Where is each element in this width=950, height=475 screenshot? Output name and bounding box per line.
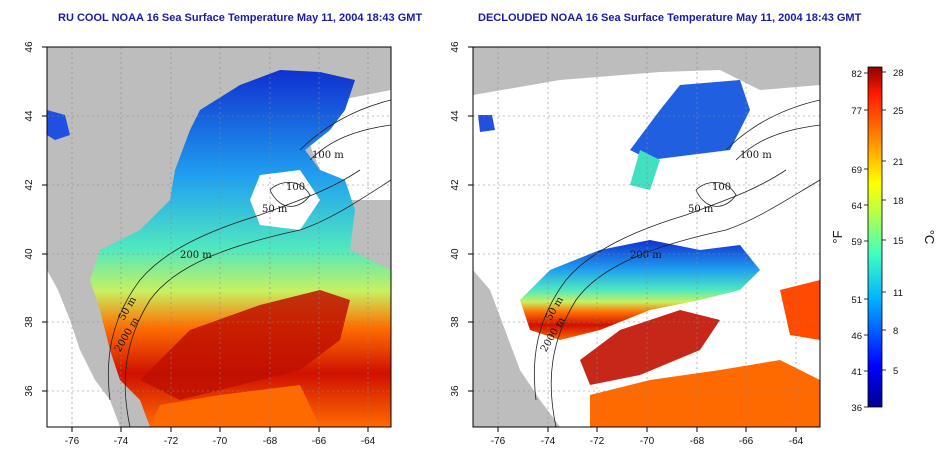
left-map-contour-label-4: 200 m [180,250,212,261]
right-lon-tick: -74 [541,436,556,447]
right-map-title: DECLOUDED NOAA 16 Sea Surface Temperatur… [478,12,862,24]
right-lat-tick: 44 [450,110,461,122]
colorbar-c-tick: 18 [893,196,904,207]
right-map-sst-field [520,240,760,340]
left-lat-tick: 38 [24,316,35,328]
right-map-contour-label-4: 200 m [630,250,662,261]
colorbar [867,66,883,408]
left-lon-tick: -74 [114,436,129,447]
colorbar-f-tick: 59 [851,237,862,248]
left-map-title: RU COOL NOAA 16 Sea Surface Temperature … [58,12,423,24]
left-map-east-patch [47,110,70,140]
right-lat-tick: 38 [450,316,461,328]
left-lon-tick: -66 [312,436,327,447]
colorbar-f-tick: 82 [851,69,862,80]
colorbar-c-tick: 15 [893,236,904,247]
colorbar-f-tick: 77 [851,106,862,117]
left-lon-tick: -68 [263,436,278,447]
right-map-north-green [630,150,660,190]
colorbar-c-tick: 25 [893,106,904,117]
right-lon-tick: -70 [640,436,655,447]
left-map-contour-label-3: 50 m [262,204,288,215]
colorbar-c-tick: 8 [893,326,898,337]
colorbar-f-tick: 41 [851,367,862,378]
left-lat-tick: 42 [24,179,35,191]
colorbar-c-tick: 28 [893,68,904,79]
left-lat-tick: 40 [24,248,35,260]
colorbar-unit-fahrenheit: °F [830,230,845,243]
colorbar-c-tick: 11 [893,288,903,299]
right-lon-tick: -68 [690,436,705,447]
right-map-gulf-stream [580,310,720,385]
right-lon-tick: -72 [590,436,605,447]
left-map-frame [46,46,392,428]
right-map-contour-label-1: 100 m [740,150,772,161]
right-map-contours [533,99,820,427]
right-map-contour-label-3: 50 m [688,204,714,215]
right-lon-tick: -76 [491,436,506,447]
left-map-contour-label-1: 100 m [312,150,344,161]
right-map-north-patch [630,80,750,160]
left-lat-tick: 36 [24,385,35,397]
left-lat-tick: 44 [24,110,35,122]
left-map-grid [47,47,391,427]
left-map-tickmarks [42,46,369,432]
right-lat-tick: 42 [450,179,461,191]
left-lon-tick: -76 [65,436,80,447]
right-lat-tick: 40 [450,248,461,260]
left-map-contour-label-2: 100 [286,182,305,193]
left-lat-tick: 46 [24,41,35,53]
right-map-tickmarks [468,46,797,432]
colorbar-unit-celsius: °C [922,230,937,245]
right-lat-tick: 46 [450,41,461,53]
left-lon-tick: -64 [361,436,376,447]
right-map-contour-label-2: 100 [712,182,731,193]
right-lon-tick: -66 [739,436,754,447]
colorbar-f-tick: 46 [851,331,862,342]
right-map: 100 m 100 50 m 200 m 50 m 2000 m [473,47,820,427]
left-lon-tick: -70 [213,436,228,447]
left-map: 100 m 100 50 m 200 m 50 m 2000 m [47,47,391,427]
colorbar-f-tick: 36 [851,403,862,414]
right-lat-tick: 36 [450,385,461,397]
colorbar-c-tick: 5 [893,366,898,377]
right-map-grid [473,47,820,427]
colorbar-c-tick: 21 [893,157,904,168]
right-lon-tick: -64 [789,436,804,447]
right-map-east-patch [478,115,495,132]
colorbar-f-tick: 51 [851,295,862,306]
left-map-warm-south [150,385,320,427]
left-map-shelf-white [47,270,120,427]
left-map-gulf-stream [140,290,350,400]
right-map-warm-south [590,360,820,427]
colorbar-f-tick: 64 [851,201,862,212]
left-map-contours [107,99,391,427]
colorbar-tickmarks [864,71,886,408]
right-map-warm-east [780,280,820,340]
left-lon-tick: -72 [164,436,179,447]
colorbar-f-tick: 69 [851,165,862,176]
